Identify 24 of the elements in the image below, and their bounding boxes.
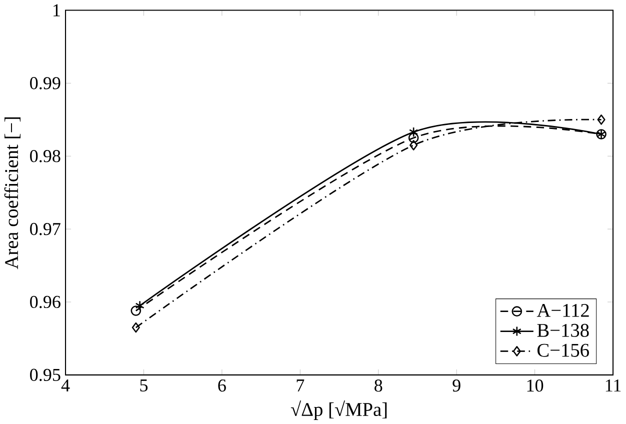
x-tick-label: 11	[606, 379, 621, 392]
x-tick-label: 7	[296, 379, 304, 392]
x-tick-label: 6	[218, 379, 226, 392]
x-tick-label: 10	[527, 379, 544, 392]
y-tick-label: 0.99	[30, 76, 60, 90]
point	[597, 114, 606, 125]
y-tick-label: 0.98	[30, 150, 60, 162]
y-axis-title: Area coefficient [−]	[4, 117, 21, 269]
y-tick-label: 0.97	[30, 222, 60, 236]
y-tick-label: 1	[54, 4, 60, 16]
legend-label: C−156	[537, 344, 589, 357]
x-tick-label: 5	[140, 379, 148, 392]
point	[409, 126, 418, 138]
legend-label: B−138	[537, 324, 589, 337]
x-axis-title: √Δp [√MPa]	[290, 400, 387, 420]
x-tick-label: 9	[452, 379, 460, 392]
point	[408, 132, 419, 143]
point	[410, 140, 418, 150]
point	[132, 322, 140, 333]
legend-label: A−112	[536, 304, 589, 317]
y-tick-label: 0.96	[30, 296, 60, 308]
x-tick-label: 8	[374, 379, 382, 392]
y-tick-label: 0.95	[30, 368, 60, 381]
x-tick-label: 4	[61, 379, 70, 392]
